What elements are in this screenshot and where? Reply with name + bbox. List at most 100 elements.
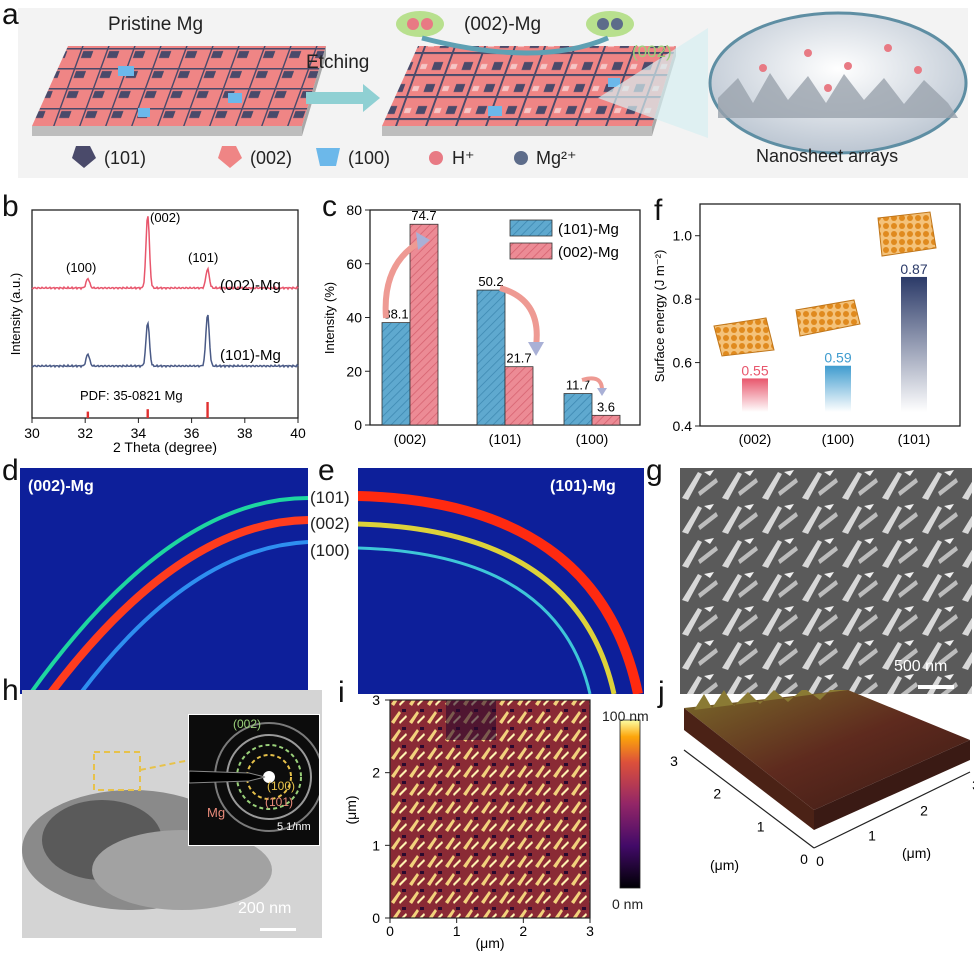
legend-h-label: H⁺ xyxy=(452,148,475,168)
panel-letter-c: c xyxy=(322,190,337,223)
i-xtick-label-0: 0 xyxy=(386,923,394,939)
f-value-label-2: 0.87 xyxy=(900,261,927,277)
i-ytick-label-1: 1 xyxy=(372,837,380,853)
panel-a-schematic xyxy=(32,11,968,168)
f-bar-2 xyxy=(901,276,927,412)
sem-texture xyxy=(680,468,972,694)
legend-100-icon xyxy=(316,148,340,166)
panel-letter-d: d xyxy=(2,454,19,487)
j-left-tick-0: 3 xyxy=(670,753,678,769)
ring-label-100: (100) xyxy=(310,541,350,560)
xrd-x-label: 2 Theta (degree) xyxy=(113,439,217,455)
c-xtick-label-2: (100) xyxy=(576,431,609,447)
f-bar-1 xyxy=(825,365,851,412)
legend-002-text: (002)-Mg xyxy=(558,244,619,261)
panel-a: Pristine Mg Etching (002)-Mg (002) Nanos… xyxy=(18,8,968,178)
i-xtick-label-2: 2 xyxy=(519,923,527,939)
xrd-2d-002-image: (002)-Mg xyxy=(20,468,308,694)
f-value-label-0: 0.55 xyxy=(741,362,768,378)
f-value-label-1: 0.59 xyxy=(824,350,851,366)
c-bar-0-0 xyxy=(381,322,411,426)
c-value-label-0-1: 74.7 xyxy=(411,208,436,223)
etching-label: Etching xyxy=(306,52,370,73)
cmap-max: 100 nm xyxy=(602,708,649,724)
inset-002: (002) xyxy=(233,717,262,731)
panel-letter-b: b xyxy=(2,190,19,223)
c-ytick-label-4: 80 xyxy=(346,202,362,218)
inset-scale: 5 1/nm xyxy=(277,821,311,833)
c-value-label-2-1: 3.6 xyxy=(597,399,615,414)
c-xtick-label-0: (002) xyxy=(394,431,427,447)
legend-101-icon xyxy=(72,146,96,168)
xrd-line-002-mg xyxy=(31,216,299,291)
surface-plot-frame xyxy=(699,203,961,427)
f-xtick-label-1: (100) xyxy=(822,431,855,447)
tem-texture xyxy=(22,751,296,931)
xrd-peak-002: (002) xyxy=(150,210,180,225)
j-right-tick-3: 3 xyxy=(972,777,974,793)
f-ytick-label-0: 0.4 xyxy=(673,418,693,434)
legend-mg-label: Mg²⁺ xyxy=(536,148,577,168)
afm-y-unit: (μm) xyxy=(343,795,359,824)
afm-3d-plot: 3 2 1 00 1 2 3 (μm) (μm) xyxy=(670,690,974,873)
f-ytick-label-1: 0.6 xyxy=(673,355,693,371)
xrd-peak-101: (101) xyxy=(188,250,218,265)
afm-x-unit: (μm) xyxy=(475,935,504,951)
c-xtick-label-1: (101) xyxy=(489,431,522,447)
c-value-label-1-0: 50.2 xyxy=(478,274,503,289)
panel-letter-h: h xyxy=(2,674,19,707)
inset-100: (100) xyxy=(267,779,296,793)
reference-peak-1 xyxy=(146,409,149,418)
c-ytick-label-0: 0 xyxy=(354,417,362,433)
c-bar-1-0 xyxy=(476,289,506,426)
xrd-xtick-label-1: 32 xyxy=(77,425,93,441)
afm-colorbar xyxy=(619,719,641,889)
g-scale: 500 nm xyxy=(894,658,948,675)
c-bar-2-0 xyxy=(563,393,593,426)
panel-letter-g: g xyxy=(646,454,663,487)
arrow-101-down xyxy=(499,285,540,347)
reference-peak-0 xyxy=(86,411,90,418)
sem-image: 500 nm xyxy=(680,468,972,694)
ring-label-101: (101) xyxy=(310,488,350,507)
j-right-tick-0: 0 xyxy=(816,853,824,869)
c-bar-1-1 xyxy=(504,366,534,426)
i-xtick-label-1: 1 xyxy=(453,923,461,939)
c-ytick-label-1: 20 xyxy=(346,363,362,379)
c-value-label-0-0: 38.1 xyxy=(383,307,408,322)
legend-101-label: (101) xyxy=(104,148,147,168)
afm-height-map: 0 1 2 3 0 1 2 3 (μm) (μm) xyxy=(343,692,641,951)
xrd-xtick-label-2: 34 xyxy=(131,425,147,441)
diffraction-rings-d xyxy=(28,496,308,694)
panel-letter-i: i xyxy=(338,676,345,709)
h-scale: 200 nm xyxy=(238,900,292,917)
pristine-plate xyxy=(32,46,326,126)
tem-image: (002) (100) (101) Mg 5 1/nm 200 nm xyxy=(22,690,322,938)
xrd-line-101-mg xyxy=(31,314,299,369)
nanosheet-label: Nanosheet arrays xyxy=(756,146,899,166)
ring-label-002: (002) xyxy=(310,514,350,533)
saed-rings xyxy=(189,722,319,832)
f-ytick-label-3: 1.0 xyxy=(673,228,693,244)
legend-h-icon xyxy=(429,151,443,165)
xrd-xtick-label-4: 38 xyxy=(237,425,253,441)
c-value-label-1-1: 21.7 xyxy=(506,351,531,366)
xrd-series-top: (002)-Mg xyxy=(220,277,281,294)
nanosheet-ellipse xyxy=(708,11,968,155)
legend-101-text: (101)-Mg xyxy=(558,221,619,238)
pristine-label: Pristine Mg xyxy=(108,14,204,35)
intensity-y-label: Intensity (%) xyxy=(322,282,337,354)
legend-100-label: (100) xyxy=(348,148,391,168)
crystal-101 xyxy=(877,211,937,257)
f-ytick-label-2: 0.8 xyxy=(673,291,693,307)
legend-002-label: (002) xyxy=(250,148,293,168)
xrd-peak-100: (100) xyxy=(66,260,96,275)
j-unit-left: (μm) xyxy=(710,857,739,873)
i-ytick-label-0: 0 xyxy=(372,910,380,926)
c-bar-2-1 xyxy=(591,414,621,426)
inset-mg: Mg xyxy=(207,805,226,820)
j-right-tick-2: 2 xyxy=(920,802,928,818)
legend-002-icon xyxy=(218,146,242,168)
j-unit-right: (μm) xyxy=(902,845,931,861)
arrow-100-down xyxy=(581,376,604,391)
